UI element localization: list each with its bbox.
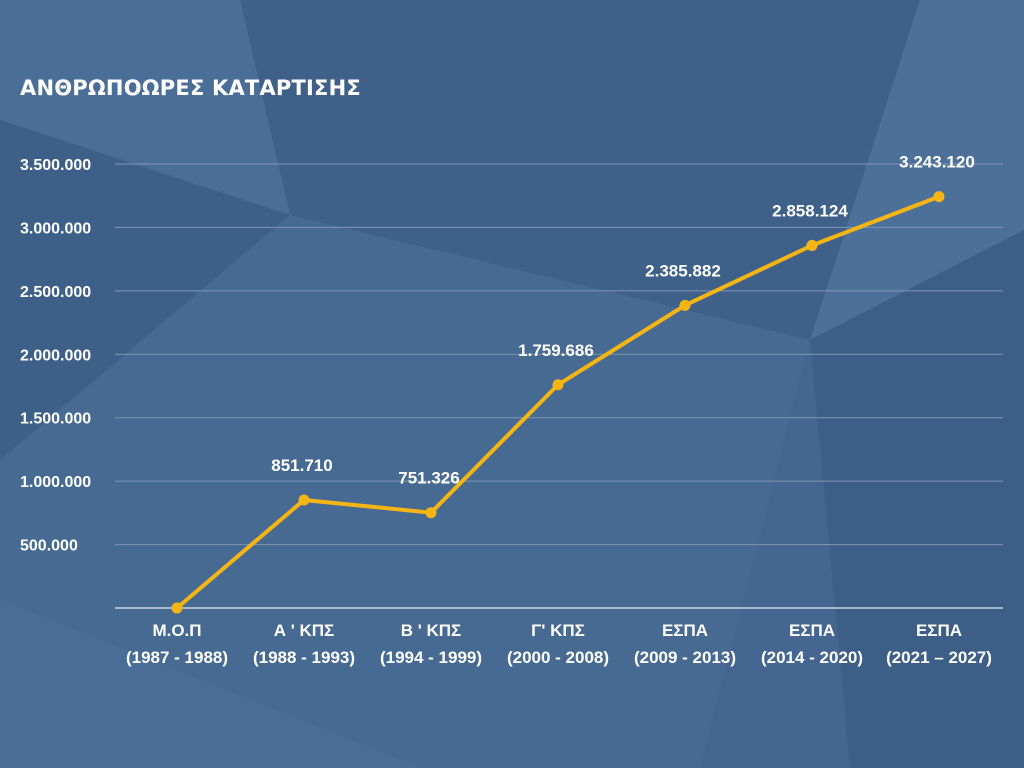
- data-point: [298, 494, 310, 506]
- data-label: 1.759.686: [518, 341, 594, 360]
- x-tick-label-period: (1988 - 1993): [253, 648, 355, 667]
- y-tick-label: 3.500.000: [20, 157, 91, 174]
- x-tick-label-period: (2014 - 2020): [761, 648, 863, 667]
- x-tick-label: Μ.Ο.Π: [152, 621, 201, 640]
- data-label: 851.710: [271, 456, 332, 475]
- data-label: 2.858.124: [772, 201, 848, 220]
- data-point: [806, 239, 818, 251]
- data-label: 2.385.882: [645, 261, 721, 280]
- x-tick-label: ΕΣΠΑ: [916, 621, 962, 640]
- data-point: [171, 602, 183, 614]
- x-tick-label-period: (2009 - 2013): [634, 648, 736, 667]
- data-point: [933, 191, 945, 203]
- data-point: [425, 507, 437, 519]
- y-tick-label: 500.000: [20, 538, 78, 555]
- x-tick-label: Γ' ΚΠΣ: [531, 621, 585, 640]
- x-tick-label-period: (2021 – 2027): [886, 648, 992, 667]
- x-tick-label-period: (1994 - 1999): [380, 648, 482, 667]
- x-tick-label: ΕΣΠΑ: [789, 621, 835, 640]
- x-tick-label-period: (2000 - 2008): [507, 648, 609, 667]
- x-tick-label: ΕΣΠΑ: [662, 621, 708, 640]
- y-tick-label: 2.500.000: [20, 284, 91, 301]
- data-label: 751.326: [398, 469, 459, 488]
- x-tick-label: Α ' ΚΠΣ: [274, 621, 335, 640]
- data-point: [552, 379, 564, 391]
- y-tick-label: 3.000.000: [20, 220, 91, 237]
- chart-title: ΑΝΘΡΩΠΟΩΡΕΣ ΚΑΤΑΡΤΙΣΗΣ: [20, 76, 361, 100]
- x-tick-label-period: (1987 - 1988): [126, 648, 228, 667]
- x-tick-label: Β ' ΚΠΣ: [401, 621, 462, 640]
- data-point: [679, 299, 691, 311]
- data-label: 3.243.120: [899, 153, 975, 172]
- y-tick-label: 2.000.000: [20, 347, 91, 364]
- y-tick-label: 1.000.000: [20, 474, 91, 491]
- y-tick-label: 1.500.000: [20, 411, 91, 428]
- series-line: [175, 194, 941, 610]
